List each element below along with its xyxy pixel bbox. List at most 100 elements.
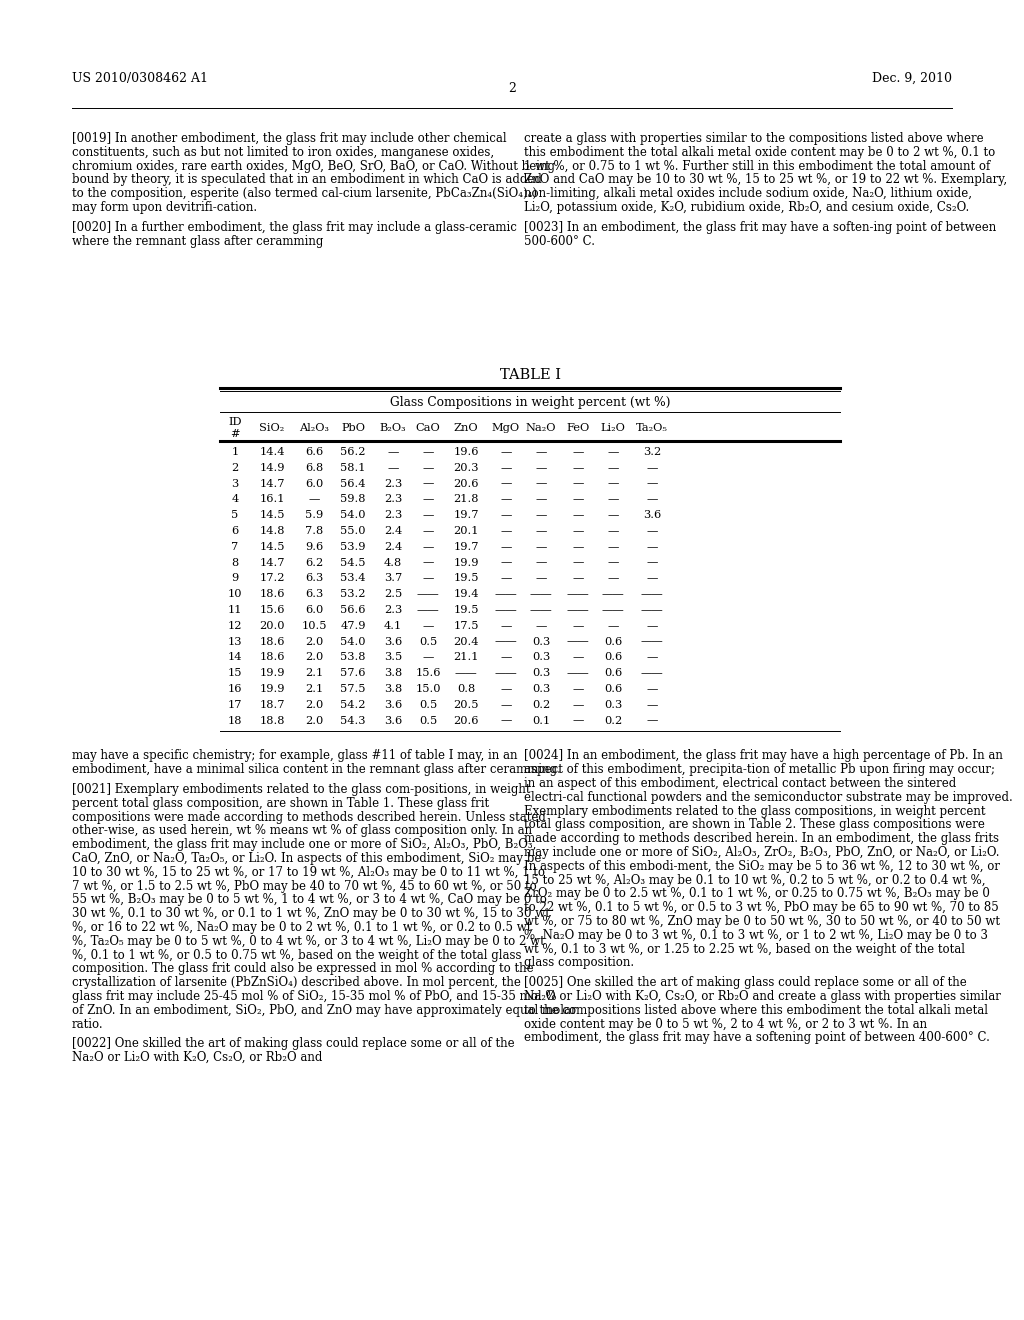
Text: 0.6: 0.6 — [604, 652, 623, 663]
Text: 47.9: 47.9 — [340, 620, 366, 631]
Text: —: — — [308, 495, 319, 504]
Text: —: — — [536, 541, 547, 552]
Text: 19.6: 19.6 — [454, 447, 479, 457]
Text: —: — — [572, 557, 584, 568]
Text: 2: 2 — [231, 463, 239, 473]
Text: —: — — [422, 652, 434, 663]
Text: total glass composition, are shown in Table 2. These glass compositions were: total glass composition, are shown in Ta… — [524, 818, 985, 832]
Text: —: — — [536, 557, 547, 568]
Text: —: — — [501, 700, 512, 710]
Text: ——: —— — [641, 605, 664, 615]
Text: SiO₂: SiO₂ — [259, 422, 285, 433]
Text: —: — — [572, 541, 584, 552]
Text: —: — — [572, 684, 584, 694]
Text: 7: 7 — [231, 541, 239, 552]
Text: —: — — [607, 573, 618, 583]
Text: 3.2: 3.2 — [643, 447, 662, 457]
Text: 18.6: 18.6 — [259, 636, 285, 647]
Text: PbO: PbO — [341, 422, 365, 433]
Text: glass frit may include 25-45 mol % of SiO₂, 15-35 mol % of PbO, and 15-35 mol %: glass frit may include 25-45 mol % of Si… — [72, 990, 556, 1003]
Text: 9: 9 — [231, 573, 239, 583]
Text: In aspects of this embodi-ment, the SiO₂ may be 5 to 36 wt %, 12 to 30 wt %, or: In aspects of this embodi-ment, the SiO₂… — [524, 859, 1000, 873]
Text: 3.6: 3.6 — [384, 715, 402, 726]
Text: ——: —— — [566, 605, 590, 615]
Text: to the compositions listed above where this embodiment the total alkali metal: to the compositions listed above where t… — [524, 1003, 988, 1016]
Text: 14.4: 14.4 — [259, 447, 285, 457]
Text: —: — — [422, 541, 434, 552]
Text: B₂O₃: B₂O₃ — [380, 422, 407, 433]
Text: 19.9: 19.9 — [259, 668, 285, 678]
Text: other-wise, as used herein, wt % means wt % of glass composition only. In an: other-wise, as used herein, wt % means w… — [72, 825, 532, 837]
Text: ——: —— — [529, 605, 552, 615]
Text: 2.1: 2.1 — [305, 668, 324, 678]
Text: 0.6: 0.6 — [604, 684, 623, 694]
Text: 3.6: 3.6 — [384, 636, 402, 647]
Text: —: — — [607, 620, 618, 631]
Text: 4: 4 — [231, 495, 239, 504]
Text: ——: —— — [417, 605, 439, 615]
Text: —: — — [607, 557, 618, 568]
Text: 0.6: 0.6 — [604, 668, 623, 678]
Text: —: — — [501, 479, 512, 488]
Text: —: — — [572, 620, 584, 631]
Text: embodiment, the glass frit may have a softening point of between 400-600° C.: embodiment, the glass frit may have a so… — [524, 1031, 990, 1044]
Text: percent total glass composition, are shown in Table 1. These glass frit: percent total glass composition, are sho… — [72, 797, 489, 809]
Text: ——: —— — [417, 589, 439, 599]
Text: 0.6: 0.6 — [604, 636, 623, 647]
Text: Na₂O: Na₂O — [525, 422, 556, 433]
Text: —: — — [422, 573, 434, 583]
Text: 19.5: 19.5 — [454, 605, 479, 615]
Text: 20.4: 20.4 — [454, 636, 479, 647]
Text: glass composition.: glass composition. — [524, 957, 634, 969]
Text: 0.3: 0.3 — [604, 700, 623, 710]
Text: 20.5: 20.5 — [454, 700, 479, 710]
Text: —: — — [536, 525, 547, 536]
Text: oxide content may be 0 to 5 wt %, 2 to 4 wt %, or 2 to 3 wt %. In an: oxide content may be 0 to 5 wt %, 2 to 4… — [524, 1018, 927, 1031]
Text: —: — — [501, 525, 512, 536]
Text: —: — — [501, 573, 512, 583]
Text: 3.6: 3.6 — [384, 700, 402, 710]
Text: wt %, or 75 to 80 wt %, ZnO may be 0 to 50 wt %, 30 to 50 wt %, or 40 to 50 wt: wt %, or 75 to 80 wt %, ZnO may be 0 to … — [524, 915, 1000, 928]
Text: [0019] In another embodiment, the glass frit may include other chemical: [0019] In another embodiment, the glass … — [72, 132, 507, 145]
Text: 20.1: 20.1 — [454, 525, 479, 536]
Text: —: — — [572, 525, 584, 536]
Text: 54.5: 54.5 — [340, 557, 366, 568]
Text: made according to methods described herein. In an embodiment, the glass frits: made according to methods described here… — [524, 832, 999, 845]
Text: wt %, 0.1 to 3 wt %, or 1.25 to 2.25 wt %, based on the weight of the total: wt %, 0.1 to 3 wt %, or 1.25 to 2.25 wt … — [524, 942, 965, 956]
Text: 21.1: 21.1 — [454, 652, 479, 663]
Text: chromium oxides, rare earth oxides, MgO, BeO, SrO, BaO, or CaO. Without being: chromium oxides, rare earth oxides, MgO,… — [72, 160, 555, 173]
Text: —: — — [607, 511, 618, 520]
Text: 30 wt %, 0.1 to 30 wt %, or 0.1 to 1 wt %, ZnO may be 0 to 30 wt %, 15 to 30 wt: 30 wt %, 0.1 to 30 wt %, or 0.1 to 1 wt … — [72, 907, 550, 920]
Text: —: — — [646, 463, 657, 473]
Text: 53.8: 53.8 — [340, 652, 366, 663]
Text: 18.6: 18.6 — [259, 652, 285, 663]
Text: [0021] Exemplary embodiments related to the glass com-positions, in weight: [0021] Exemplary embodiments related to … — [72, 783, 530, 796]
Text: 2.5: 2.5 — [384, 589, 402, 599]
Text: —: — — [646, 573, 657, 583]
Text: 19.5: 19.5 — [454, 573, 479, 583]
Text: 2.0: 2.0 — [305, 636, 324, 647]
Text: Na₂O or Li₂O with K₂O, Cs₂O, or Rb₂O and: Na₂O or Li₂O with K₂O, Cs₂O, or Rb₂O and — [72, 1051, 323, 1064]
Text: —: — — [422, 463, 434, 473]
Text: where the remnant glass after ceramming: where the remnant glass after ceramming — [72, 235, 324, 248]
Text: Li₂O, potassium oxide, K₂O, rubidium oxide, Rb₂O, and cesium oxide, Cs₂O.: Li₂O, potassium oxide, K₂O, rubidium oxi… — [524, 201, 970, 214]
Text: 17: 17 — [227, 700, 243, 710]
Text: 0.2: 0.2 — [531, 700, 550, 710]
Text: electri-cal functional powders and the semiconductor substrate may be improved.: electri-cal functional powders and the s… — [524, 791, 1013, 804]
Text: —: — — [501, 463, 512, 473]
Text: 59.8: 59.8 — [340, 495, 366, 504]
Text: bound by theory, it is speculated that in an embodiment in which CaO is added: bound by theory, it is speculated that i… — [72, 173, 542, 186]
Text: 0.1: 0.1 — [531, 715, 550, 726]
Text: 6.2: 6.2 — [305, 557, 324, 568]
Text: 18.6: 18.6 — [259, 589, 285, 599]
Text: 14.5: 14.5 — [259, 541, 285, 552]
Text: 20.6: 20.6 — [454, 479, 479, 488]
Text: 0.5: 0.5 — [419, 715, 437, 726]
Text: Glass Compositions in weight percent (wt %): Glass Compositions in weight percent (wt… — [390, 396, 671, 409]
Text: Li₂O: Li₂O — [600, 422, 626, 433]
Text: ——: —— — [641, 589, 664, 599]
Text: ——: —— — [495, 668, 517, 678]
Text: 14.7: 14.7 — [259, 557, 285, 568]
Text: 6: 6 — [231, 525, 239, 536]
Text: —: — — [646, 652, 657, 663]
